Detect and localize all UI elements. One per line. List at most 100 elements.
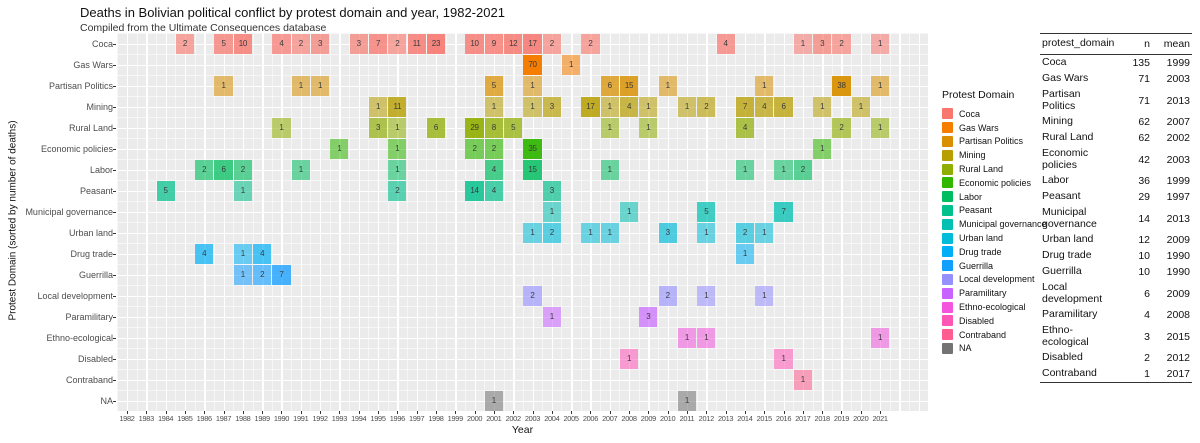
table-cell-mean: 2013 [1166, 94, 1190, 107]
table-row: Contraband 1 2017 [1040, 366, 1192, 382]
table-cell-domain: Paramilitary [1042, 308, 1098, 321]
y-tick-label: Coca [91, 38, 113, 49]
heatmap-cell: 11 [407, 33, 426, 54]
heatmap-cell-value: 2 [665, 291, 670, 300]
heatmap-cell-value: 1 [549, 312, 554, 321]
heatmap-cell: 1 [755, 222, 774, 243]
table-cell-mean: 2002 [1166, 132, 1190, 144]
legend-item: Peasant [942, 204, 1038, 218]
legend-item: Labor [942, 190, 1038, 204]
x-tick-label: 2004 [544, 414, 560, 423]
heatmap-cell-value: 2 [839, 123, 844, 132]
heatmap-cell-value: 1 [742, 165, 747, 174]
legend-label: Gas Wars [959, 122, 999, 133]
gridline [117, 274, 928, 276]
table-cell-mean: 1999 [1166, 175, 1190, 187]
heatmap-cell: 3 [542, 96, 561, 117]
heatmap-cell-value: 1 [240, 186, 245, 195]
x-tick [184, 411, 186, 414]
gridline [117, 169, 928, 171]
heatmap-cell-value: 1 [530, 102, 535, 111]
heatmap-cell: 1 [388, 117, 407, 138]
table-header-mean: mean [1163, 38, 1190, 50]
heatmap-cell: 3 [311, 33, 330, 54]
legend-items: Coca Gas Wars Partisan Politics Mining Rural… [942, 107, 1047, 355]
x-tick [532, 411, 534, 414]
heatmap-cell: 1 [600, 117, 619, 138]
table-body: Coca 135 1999 Gas Wars 71 2003 Partisan Politi… [1040, 55, 1192, 382]
x-tick [281, 411, 283, 414]
heatmap-cell: 3 [813, 33, 832, 54]
gridline [117, 148, 928, 150]
legend-swatch [942, 315, 953, 327]
heatmap-cell: 5 [484, 75, 503, 96]
table-header-n: n [1144, 38, 1150, 50]
heatmap-cell-value: 2 [549, 228, 554, 237]
heatmap-cell-value: 1 [781, 165, 786, 174]
y-tick [113, 379, 116, 381]
heatmap-cell-value: 2 [491, 144, 496, 153]
heatmap-cell-value: 1 [395, 165, 400, 174]
heatmap-cell-value: 17 [528, 39, 537, 48]
y-tick [113, 274, 116, 276]
heatmap-cell: 3 [368, 117, 388, 138]
heatmap-cell: 1 [523, 75, 542, 96]
heatmap-cell: 1 [523, 222, 542, 243]
heatmap-cell: 1 [330, 138, 349, 159]
heatmap-cell-value: 2 [395, 186, 400, 195]
legend-item: Municipal governance [942, 217, 1047, 231]
heatmap-cell-value: 2 [472, 144, 477, 153]
heatmap-cell-value: 35 [528, 144, 537, 153]
x-tick [339, 411, 341, 414]
y-tick-label: Partisan Politics [48, 80, 113, 91]
legend-swatch [942, 260, 953, 272]
gridline [117, 33, 928, 34]
x-tick [513, 411, 515, 414]
y-tick [113, 211, 116, 213]
heatmap-cell-value: 2 [395, 39, 400, 48]
heatmap-cell-value: 4 [723, 39, 728, 48]
gridline [117, 295, 928, 297]
x-tick [127, 411, 128, 414]
heatmap-cell: 2 [175, 33, 195, 54]
heatmap-cell-value: 7 [279, 270, 284, 279]
heatmap-cell: 2 [697, 96, 716, 117]
heatmap-cell-value: 1 [762, 291, 767, 300]
heatmap-cell-value: 1 [607, 123, 612, 132]
heatmap-cell-value: 7 [781, 207, 786, 216]
y-tick [113, 253, 116, 255]
heatmap-cell-value: 1 [588, 228, 593, 237]
x-tick-label: 1985 [177, 414, 193, 423]
heatmap-cell: 2 [832, 33, 851, 54]
table-row: Urban land 12 2009 [1040, 232, 1192, 248]
heatmap-cell-value: 1 [820, 102, 825, 111]
heatmap-cell-value: 1 [646, 102, 651, 111]
table-cell-mean: 1990 [1166, 266, 1190, 278]
table-row: Local development 6 2009 [1040, 280, 1192, 307]
heatmap-cell-value: 4 [491, 165, 496, 174]
legend-item: Contraband [942, 328, 1038, 342]
y-tick [113, 400, 116, 402]
heatmap-cell-value: 4 [491, 186, 496, 195]
heatmap-cell-value: 3 [646, 312, 651, 321]
gridline [117, 306, 928, 307]
heatmap-cell: 5 [214, 33, 233, 54]
table-cell-domain: Urban land [1042, 233, 1094, 246]
table-cell-domain: Mining [1042, 115, 1073, 128]
table-cell-mean: 2013 [1166, 212, 1190, 225]
table-cell-mean: 2003 [1166, 153, 1190, 166]
heatmap-cell: 11 [388, 96, 407, 117]
table-cell-n: 71 [1138, 73, 1150, 85]
heatmap-cell-value: 1 [704, 291, 709, 300]
heatmap-cell: 1 [677, 327, 697, 348]
y-tick-label: Local development [37, 290, 113, 301]
table-rule-top [1040, 33, 1192, 34]
heatmap-cell-value: 15 [624, 81, 634, 90]
heatmap-cell: 1 [851, 96, 870, 117]
gridline [117, 190, 928, 192]
legend-swatch [942, 204, 953, 216]
heatmap-cell-value: 4 [742, 123, 747, 132]
heatmap-cell: 1 [233, 180, 252, 201]
gridline [117, 117, 928, 118]
y-tick [113, 127, 116, 129]
